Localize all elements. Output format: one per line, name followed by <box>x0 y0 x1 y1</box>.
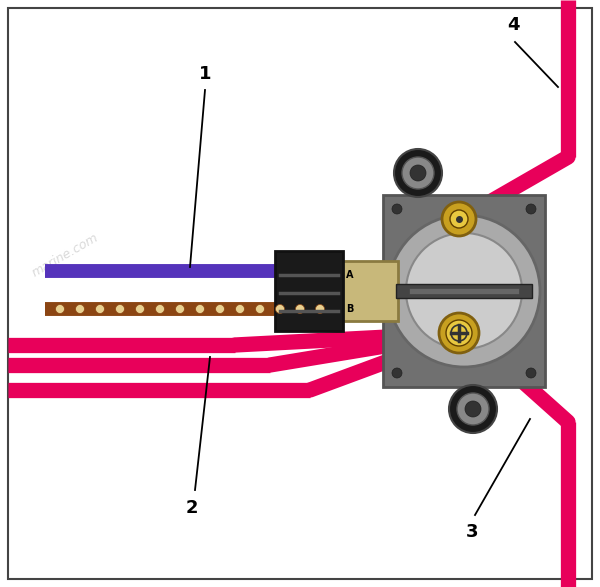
Circle shape <box>136 305 145 313</box>
Text: B: B <box>346 304 353 314</box>
Circle shape <box>410 165 426 181</box>
Circle shape <box>465 401 481 417</box>
Circle shape <box>392 368 402 378</box>
Circle shape <box>176 305 185 313</box>
Circle shape <box>256 305 265 313</box>
Circle shape <box>457 393 489 425</box>
Circle shape <box>449 385 497 433</box>
Text: 1: 1 <box>199 65 211 83</box>
Circle shape <box>446 320 472 346</box>
Circle shape <box>316 305 325 313</box>
Bar <box>383 195 545 387</box>
Circle shape <box>442 202 476 236</box>
Text: 3: 3 <box>466 523 478 541</box>
Circle shape <box>406 233 522 349</box>
Circle shape <box>76 305 85 313</box>
Circle shape <box>526 204 536 214</box>
Text: marine.com: marine.com <box>30 231 101 280</box>
Circle shape <box>155 305 164 313</box>
Circle shape <box>394 149 442 197</box>
Bar <box>396 284 532 298</box>
Circle shape <box>236 305 245 313</box>
Bar <box>295 261 398 321</box>
Circle shape <box>450 210 468 228</box>
Circle shape <box>215 305 224 313</box>
Circle shape <box>402 157 434 189</box>
Bar <box>275 251 343 331</box>
Text: A: A <box>346 270 353 280</box>
Circle shape <box>392 204 402 214</box>
Circle shape <box>196 305 205 313</box>
Circle shape <box>296 305 305 313</box>
Bar <box>409 288 519 294</box>
Circle shape <box>56 305 65 313</box>
Circle shape <box>526 368 536 378</box>
Circle shape <box>275 305 284 313</box>
Circle shape <box>388 215 540 367</box>
Circle shape <box>439 313 479 353</box>
Text: 2: 2 <box>186 499 198 517</box>
Circle shape <box>116 305 125 313</box>
Circle shape <box>95 305 104 313</box>
Text: 4: 4 <box>507 16 519 34</box>
